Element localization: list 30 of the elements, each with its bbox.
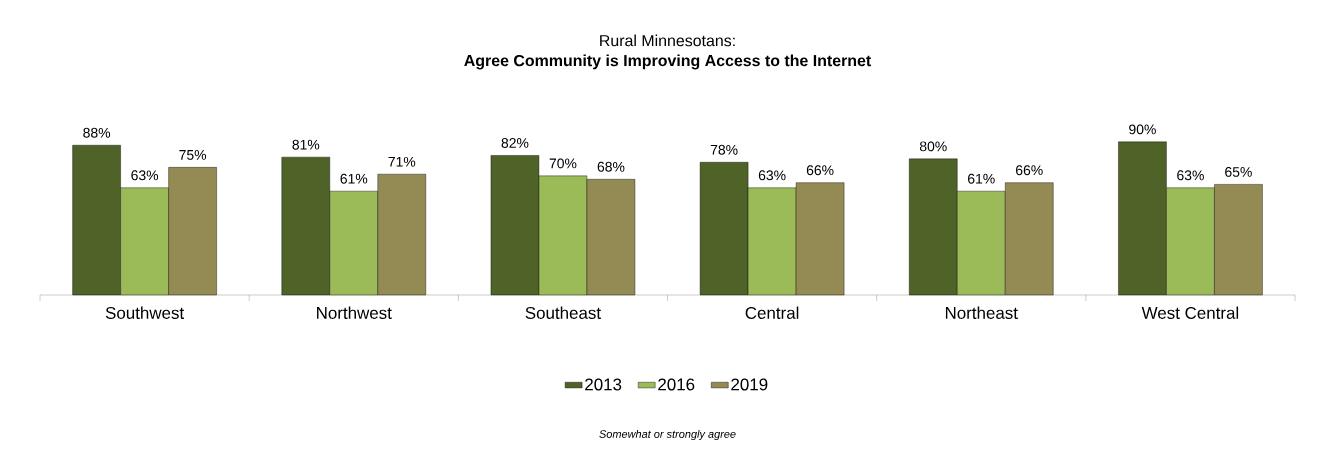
legend-label: 2013	[585, 378, 622, 391]
x-tick-label: Northeast	[945, 306, 1018, 319]
chart-title: Rural Minnesotans:	[600, 34, 735, 47]
data-label: 90%	[1129, 124, 1156, 135]
data-label: 61%	[968, 173, 995, 184]
data-label: 63%	[1177, 170, 1204, 181]
legend-label: 2019	[731, 378, 768, 391]
data-label: 82%	[501, 138, 529, 148]
data-label: 71%	[388, 156, 416, 167]
x-tick-label: Southwest	[105, 306, 185, 319]
x-tick-label: Northwest	[317, 306, 392, 319]
data-label: 61%	[340, 173, 368, 184]
text: Somewhat or strongly agree	[599, 429, 736, 441]
data-label: 63%	[758, 170, 786, 181]
data-label: 65%	[1225, 166, 1252, 177]
data-label: 75%	[179, 150, 207, 160]
data-label: 66%	[1016, 165, 1043, 176]
data-label: 68%	[597, 161, 625, 172]
legend-label: 2016	[658, 378, 695, 391]
data-label: 66%	[806, 165, 834, 176]
data-label: 63%	[131, 170, 159, 181]
x-tick-label: West Central	[1141, 306, 1239, 319]
x-tick-label: Central	[745, 306, 799, 319]
data-label: 81%	[292, 139, 320, 150]
data-label: 78%	[710, 144, 738, 155]
x-tick-label: Southeast	[525, 306, 601, 319]
data-label: 70%	[549, 158, 577, 169]
chart-subtitle: Agree Community is Improving Access to the Internet	[464, 54, 871, 70]
data-label: 80%	[919, 141, 947, 152]
data-label: 88%	[83, 127, 111, 138]
